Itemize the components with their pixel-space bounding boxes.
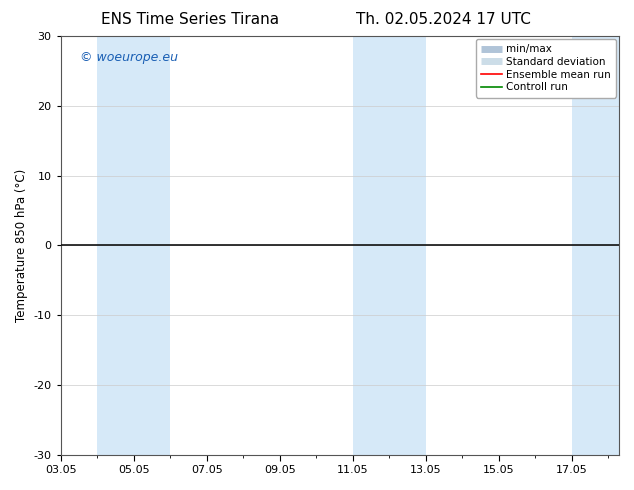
Y-axis label: Temperature 850 hPa (°C): Temperature 850 hPa (°C) (15, 169, 28, 322)
Text: Th. 02.05.2024 17 UTC: Th. 02.05.2024 17 UTC (356, 12, 531, 27)
Legend: min/max, Standard deviation, Ensemble mean run, Controll run: min/max, Standard deviation, Ensemble me… (476, 39, 616, 98)
Text: © woeurope.eu: © woeurope.eu (81, 51, 178, 64)
Text: ENS Time Series Tirana: ENS Time Series Tirana (101, 12, 279, 27)
Bar (97, 36, 170, 455)
Bar (353, 36, 425, 455)
Bar (572, 36, 619, 455)
